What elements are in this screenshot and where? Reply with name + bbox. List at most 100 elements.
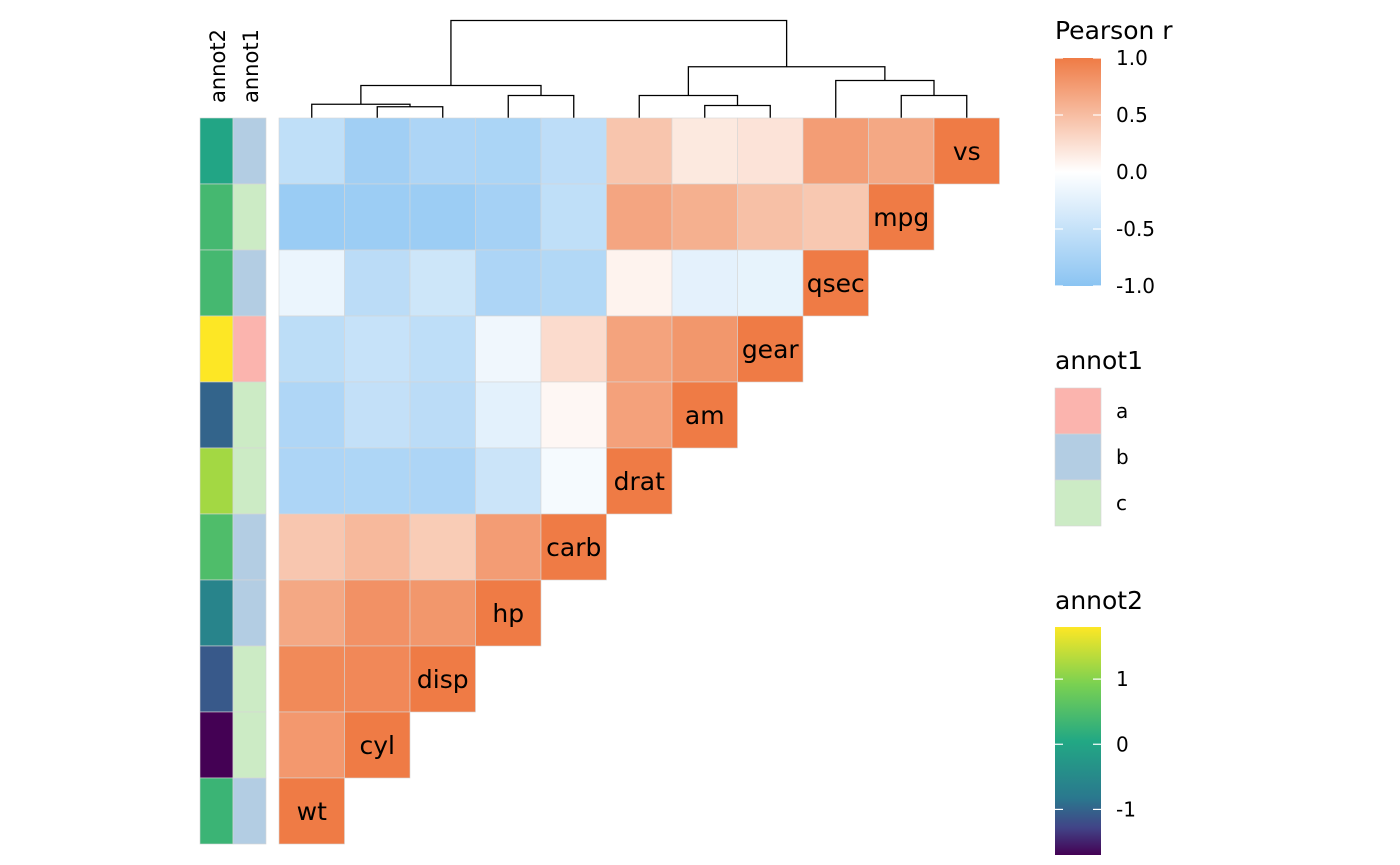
annot2-cell [199,777,234,845]
annot2-cell [199,579,234,647]
annot2-cell [199,513,234,581]
annot1-cell [232,711,267,779]
pearson-tick-label: 0.0 [1116,160,1148,184]
annot1-cell [232,183,267,251]
diagonal-variable-label: vs [953,137,981,166]
heatmap-cell [278,711,345,779]
heatmap-cell [409,645,476,713]
diagonal-variable-label: mpg [873,203,929,232]
heatmap-cell [278,777,345,845]
heatmap-cell [409,315,476,383]
heatmap-cell [278,447,345,515]
annot2-colorbar [1055,627,1101,855]
pearson-tick-label: 0.5 [1116,103,1148,127]
heatmap-cell [475,513,542,581]
annot2-tick-label: 1 [1116,667,1129,691]
pearson-legend: Pearson r 1.0 0.5 0.0 -0.5 -1.0 [1055,16,1173,298]
heatmap-cell [606,315,673,383]
annot2-cell [199,447,234,515]
heatmap-cell [278,183,345,251]
pearson-tick-label: -1.0 [1116,274,1155,298]
heatmap-cell [475,315,542,383]
annot1-legend-swatch [1054,479,1102,527]
annot1-cell [232,777,267,845]
annot2-legend: annot2 1 0 -1 [1055,586,1143,855]
heatmap-cell [475,381,542,449]
heatmap-cell [540,381,607,449]
heatmap-cell [409,381,476,449]
annot2-cell [199,645,234,713]
heatmap-cell [540,513,607,581]
pearson-legend-title: Pearson r [1055,16,1173,45]
annot2-cell [199,315,234,383]
heatmap-cell [802,183,869,251]
heatmap-cell [278,381,345,449]
heatmap-cell [540,315,607,383]
annot2-cell [199,381,234,449]
annot2-cell [199,183,234,251]
heatmap-cell [344,381,411,449]
pearson-tick-label: -0.5 [1116,217,1155,241]
diagonal-variable-label: am [685,401,725,430]
diagonal-variable-label: qsec [807,269,865,298]
annot1-column-label: annot1 [239,29,263,103]
heatmap-cell [344,645,411,713]
annot1-cell [232,447,267,515]
annot2-cell [199,249,234,317]
heatmap-cell [278,579,345,647]
heatmap-cell [278,645,345,713]
dendrogram-branch [835,79,935,118]
heatmap-cell [868,183,935,251]
heatmap-cell [671,315,738,383]
dendrogram-branch [704,104,771,118]
heatmap-cell [606,117,673,185]
annot1-legend-label: c [1116,491,1127,515]
diagonal-variable-label: wt [297,797,327,826]
heatmap-cell [606,249,673,317]
heatmap-cell [671,183,738,251]
heatmap-cell [344,315,411,383]
annot1-cell [232,315,267,383]
pearson-tick-label: 1.0 [1116,46,1148,70]
heatmap-cell [344,513,411,581]
heatmap-cell [278,513,345,581]
heatmap-cell [475,183,542,251]
heatmap-cell [409,183,476,251]
heatmap-cell [802,249,869,317]
dendrogram-branch [450,19,788,86]
annot1-legend-label: a [1116,399,1128,423]
heatmap-cell [344,117,411,185]
heatmap-cell [606,183,673,251]
annot2-cell [199,117,234,185]
heatmap-cell [475,117,542,185]
dendrogram-branch [638,94,739,118]
annot2-tick-label: -1 [1116,797,1136,821]
heatmap-cell [933,117,1000,185]
heatmap-cell [344,579,411,647]
annot1-cell [232,645,267,713]
diagonal-variable-label: gear [742,335,800,364]
heatmap-cell [475,447,542,515]
annot1-legend-title: annot1 [1055,346,1143,375]
heatmap-cell [409,579,476,647]
heatmap-cell [540,249,607,317]
heatmap-cell [475,249,542,317]
annot2-legend-title: annot2 [1055,586,1143,615]
heatmap-cell [737,315,804,383]
annot1-cell [232,249,267,317]
dendrogram-branch [507,94,575,118]
heatmap-cell [344,447,411,515]
annot1-cell [232,381,267,449]
diagonal-variable-label: cyl [360,731,396,760]
heatmap-cell [671,249,738,317]
heatmap-cell [409,447,476,515]
annot2-tick-label: 0 [1116,732,1129,756]
heatmap-cell [606,447,673,515]
heatmap-cell [475,579,542,647]
diagonal-variable-label: disp [417,665,469,694]
heatmap-cell [278,117,345,185]
heatmap-cell [606,381,673,449]
heatmap-cell [344,183,411,251]
heatmap-cell [344,249,411,317]
heatmap-cell [671,117,738,185]
